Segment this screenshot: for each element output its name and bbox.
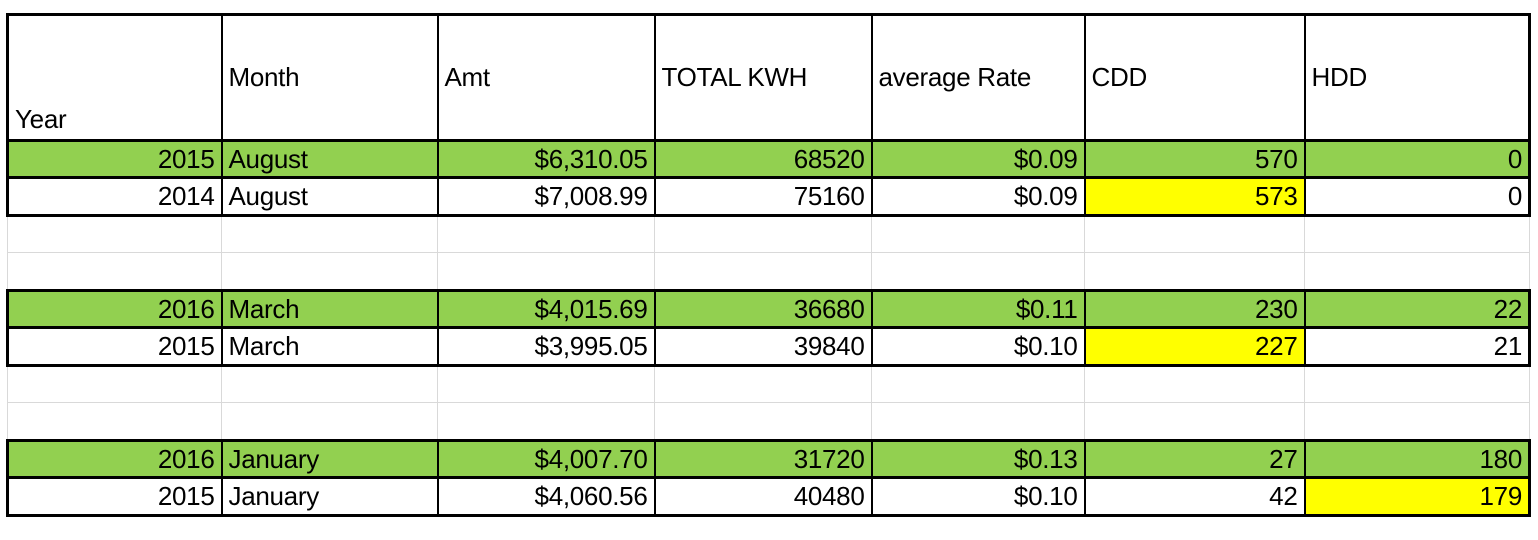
empty-cell[interactable] xyxy=(1304,402,1530,441)
row-2015-august: 2015 August $6,310.05 68520 $0.09 570 0 xyxy=(6,139,1531,179)
empty-cell[interactable] xyxy=(871,252,1085,291)
cell-year[interactable]: 2015 xyxy=(6,326,223,367)
cell-hdd[interactable]: 179 xyxy=(1303,476,1531,517)
header-cell-amt[interactable]: Amt xyxy=(436,13,656,142)
cell-month[interactable]: January xyxy=(220,439,439,479)
cell-year[interactable]: 2016 xyxy=(6,439,223,479)
cell-total-kwh[interactable]: 36680 xyxy=(653,289,873,329)
empty-cell[interactable] xyxy=(1084,215,1305,253)
header-cell-total-kwh[interactable]: TOTAL KWH xyxy=(653,13,873,142)
empty-cell[interactable] xyxy=(7,252,222,291)
gap-row xyxy=(7,402,1530,441)
cell-hdd[interactable]: 180 xyxy=(1303,439,1531,479)
cell-hdd[interactable]: 21 xyxy=(1303,326,1531,367)
empty-cell[interactable] xyxy=(871,215,1085,253)
header-cell-year[interactable]: Year xyxy=(6,13,223,142)
empty-cell[interactable] xyxy=(1084,402,1305,441)
cell-cdd[interactable]: 230 xyxy=(1083,289,1306,329)
empty-cell[interactable] xyxy=(221,252,438,291)
cell-cdd[interactable]: 227 xyxy=(1083,326,1306,367)
empty-cell[interactable] xyxy=(1084,252,1305,291)
cell-average-rate[interactable]: $0.11 xyxy=(870,289,1086,329)
gap-row xyxy=(7,215,1530,253)
empty-cell[interactable] xyxy=(1304,365,1530,403)
empty-cell[interactable] xyxy=(7,365,222,403)
cell-amt[interactable]: $7,008.99 xyxy=(436,176,656,217)
cell-month[interactable]: March xyxy=(220,326,439,367)
cell-hdd[interactable]: 0 xyxy=(1303,139,1531,179)
header-cell-hdd[interactable]: HDD xyxy=(1303,13,1531,142)
row-2014-august: 2014 August $7,008.99 75160 $0.09 573 0 xyxy=(6,176,1531,217)
cell-month[interactable]: August xyxy=(220,139,439,179)
cell-year[interactable]: 2014 xyxy=(6,176,223,217)
header-row: Year Month Amt TOTAL KWH average Rate CD… xyxy=(6,13,1531,142)
cell-total-kwh[interactable]: 31720 xyxy=(653,439,873,479)
row-2016-january: 2016 January $4,007.70 31720 $0.13 27 18… xyxy=(6,439,1531,479)
cell-month[interactable]: January xyxy=(220,476,439,517)
empty-cell[interactable] xyxy=(871,402,1085,441)
empty-cell[interactable] xyxy=(221,215,438,253)
cell-total-kwh[interactable]: 68520 xyxy=(653,139,873,179)
cell-amt[interactable]: $6,310.05 xyxy=(436,139,656,179)
cell-amt[interactable]: $4,015.69 xyxy=(436,289,656,329)
empty-cell[interactable] xyxy=(654,365,872,403)
empty-cell[interactable] xyxy=(437,215,655,253)
cell-amt[interactable]: $4,007.70 xyxy=(436,439,656,479)
header-cell-cdd[interactable]: CDD xyxy=(1083,13,1306,142)
empty-cell[interactable] xyxy=(1304,252,1530,291)
header-cell-average-rate[interactable]: average Rate xyxy=(870,13,1086,142)
cell-cdd[interactable]: 42 xyxy=(1083,476,1306,517)
header-cell-month[interactable]: Month xyxy=(220,13,439,142)
cell-total-kwh[interactable]: 40480 xyxy=(653,476,873,517)
cell-amt[interactable]: $3,995.05 xyxy=(436,326,656,367)
row-2015-january: 2015 January $4,060.56 40480 $0.10 42 17… xyxy=(6,476,1531,517)
empty-cell[interactable] xyxy=(1304,215,1530,253)
empty-cell[interactable] xyxy=(654,402,872,441)
empty-cell[interactable] xyxy=(7,215,222,253)
cell-cdd[interactable]: 27 xyxy=(1083,439,1306,479)
gap-row xyxy=(7,365,1530,403)
empty-cell[interactable] xyxy=(654,215,872,253)
cell-month[interactable]: March xyxy=(220,289,439,329)
empty-cell[interactable] xyxy=(221,365,438,403)
empty-cell[interactable] xyxy=(437,365,655,403)
cell-average-rate[interactable]: $0.10 xyxy=(870,476,1086,517)
row-2016-march: 2016 March $4,015.69 36680 $0.11 230 22 xyxy=(6,289,1531,329)
cell-cdd[interactable]: 573 xyxy=(1083,176,1306,217)
empty-cell[interactable] xyxy=(871,365,1085,403)
gap-row xyxy=(7,252,1530,291)
cell-year[interactable]: 2015 xyxy=(6,476,223,517)
cell-total-kwh[interactable]: 39840 xyxy=(653,326,873,367)
cell-hdd[interactable]: 22 xyxy=(1303,289,1531,329)
cell-year[interactable]: 2016 xyxy=(6,289,223,329)
cell-month[interactable]: August xyxy=(220,176,439,217)
cell-average-rate[interactable]: $0.09 xyxy=(870,139,1086,179)
empty-cell[interactable] xyxy=(437,402,655,441)
energy-usage-table: Year Month Amt TOTAL KWH average Rate CD… xyxy=(6,13,1531,517)
cell-cdd[interactable]: 570 xyxy=(1083,139,1306,179)
cell-total-kwh[interactable]: 75160 xyxy=(653,176,873,217)
empty-cell[interactable] xyxy=(654,252,872,291)
cell-amt[interactable]: $4,060.56 xyxy=(436,476,656,517)
empty-cell[interactable] xyxy=(221,402,438,441)
cell-average-rate[interactable]: $0.10 xyxy=(870,326,1086,367)
cell-average-rate[interactable]: $0.09 xyxy=(870,176,1086,217)
empty-cell[interactable] xyxy=(7,402,222,441)
cell-average-rate[interactable]: $0.13 xyxy=(870,439,1086,479)
empty-cell[interactable] xyxy=(1084,365,1305,403)
cell-hdd[interactable]: 0 xyxy=(1303,176,1531,217)
cell-year[interactable]: 2015 xyxy=(6,139,223,179)
empty-cell[interactable] xyxy=(437,252,655,291)
row-2015-march: 2015 March $3,995.05 39840 $0.10 227 21 xyxy=(6,326,1531,367)
